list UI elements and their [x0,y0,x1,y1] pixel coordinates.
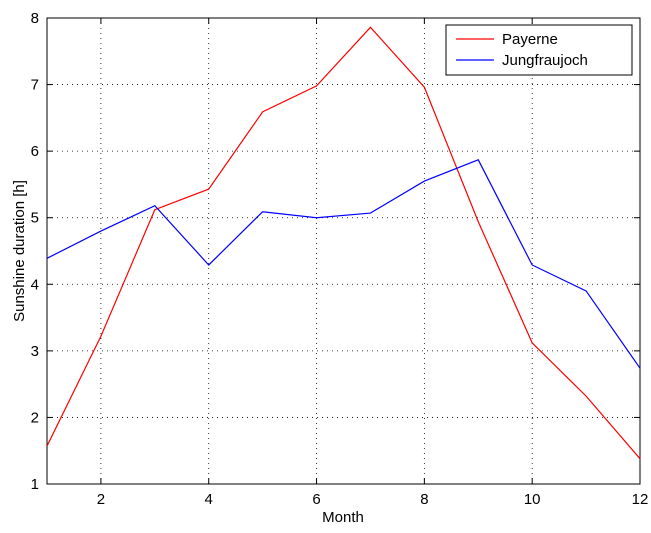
axes-box [46,17,641,485]
y-tick-label: 8 [31,10,39,27]
legend-box [445,24,633,76]
x-tick-label: 8 [420,491,428,508]
x-tick-label: 4 [205,491,213,508]
x-tick-label: 10 [524,491,541,508]
y-axis-label: Sunshine duration [h] [11,180,28,322]
y-tick-label: 2 [31,409,39,426]
y-tick-label: 7 [31,77,39,94]
x-axis-label: Month [322,509,364,526]
x-tick-label: 6 [312,491,320,508]
data-line [46,26,641,460]
y-tick-label: 1 [31,476,39,493]
x-tick-label: 2 [97,491,105,508]
y-tick-label: 6 [31,143,39,160]
y-tick-label: 3 [31,343,39,360]
legend-label: Payerne [502,31,558,48]
y-tick-label: 4 [31,276,39,293]
data-line [46,159,641,369]
y-tick-label: 5 [31,210,39,227]
legend-label: Jungfraujoch [502,52,588,69]
x-tick-label: 12 [632,491,649,508]
plot-area [47,18,640,484]
